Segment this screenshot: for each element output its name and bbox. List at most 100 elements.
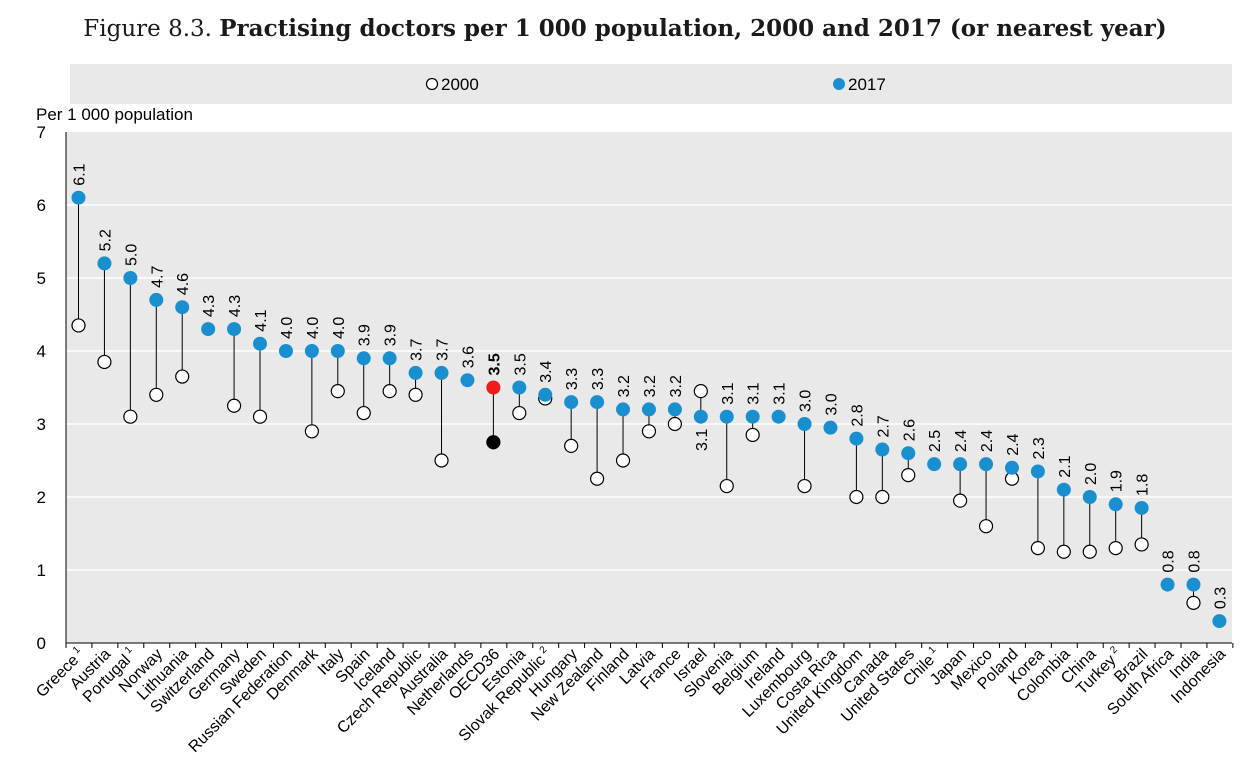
- value-label: 3.3: [564, 368, 581, 390]
- point-2017: [512, 380, 527, 395]
- point-2017: [304, 344, 319, 358]
- value-label: 2.4: [1005, 433, 1022, 455]
- point-2000: [615, 453, 631, 468]
- point-2000: [667, 416, 682, 432]
- point-2000: [641, 424, 657, 439]
- point-2017: [1030, 464, 1045, 479]
- point-2000: [797, 478, 812, 494]
- data-points: [71, 190, 1227, 629]
- value-label: 4.3: [201, 295, 218, 317]
- value-label: 1.9: [1109, 470, 1126, 492]
- point-2000: [175, 369, 190, 384]
- value-label: 3.0: [798, 390, 815, 412]
- value-label: 4.7: [149, 266, 166, 288]
- value-label: 3.2: [616, 375, 633, 397]
- point-2017: [667, 402, 682, 417]
- point-2017: [97, 256, 112, 271]
- value-label: 2.8: [849, 404, 866, 426]
- point-2017: [434, 365, 449, 380]
- value-label: 3.4: [538, 360, 555, 382]
- point-2017: [797, 417, 812, 431]
- point-2017: [953, 457, 968, 472]
- y-tick-label: 6: [37, 196, 46, 215]
- point-2017: [719, 409, 734, 424]
- point-2000: [901, 468, 916, 483]
- point-2017: [590, 395, 605, 410]
- point-2000: [252, 409, 268, 424]
- y-tick-label: 1: [37, 561, 46, 580]
- point-2000: [1082, 544, 1097, 559]
- value-label: 5.2: [97, 229, 114, 251]
- value-label: 5.0: [123, 244, 140, 266]
- point-2000: [719, 478, 734, 494]
- point-2017: [356, 351, 371, 366]
- point-2017: [927, 457, 942, 472]
- point-2000: [408, 387, 423, 402]
- value-label: 2.4: [979, 430, 996, 452]
- value-label: 2.7: [875, 415, 892, 437]
- legend-2000-marker: [425, 77, 439, 91]
- point-2017: [460, 373, 475, 388]
- point-2017: [123, 271, 138, 285]
- point-2000: [875, 489, 890, 505]
- point-2000: [226, 398, 242, 413]
- value-label: 2.1: [1057, 455, 1074, 477]
- y-tick-label: 0: [37, 634, 46, 653]
- point-2017: [1134, 500, 1149, 515]
- value-label: 2.3: [1031, 437, 1048, 459]
- value-label: 3.2: [668, 375, 685, 397]
- point-2017: [823, 420, 838, 435]
- point-2000: [330, 384, 345, 399]
- point-2000: [953, 493, 968, 508]
- legend-box: [70, 64, 1232, 104]
- value-label: 3.6: [460, 346, 477, 368]
- value-label: 3.2: [642, 375, 659, 397]
- point-2000: [123, 409, 138, 424]
- point-2000: [356, 405, 371, 421]
- point-2000: [486, 435, 501, 450]
- value-label: 2.5: [927, 430, 944, 452]
- point-2017: [278, 344, 293, 358]
- point-2000: [304, 424, 319, 439]
- point-2017: [693, 409, 708, 424]
- point-2000: [849, 489, 864, 505]
- point-2017: [616, 402, 631, 417]
- point-2000: [434, 453, 449, 468]
- y-axis-unit-label: Per 1 000 population: [36, 105, 193, 124]
- y-axis: 0 1 2 3 4 5 6 7: [37, 123, 1232, 653]
- point-2000: [745, 427, 760, 443]
- y-tick-label: 3: [37, 415, 46, 434]
- point-2017: [408, 365, 423, 380]
- point-2017: [1186, 577, 1201, 592]
- point-2000: [149, 387, 164, 402]
- value-label: 4.0: [305, 317, 322, 339]
- value-label: 3.5: [512, 353, 529, 375]
- value-label: 3.9: [357, 324, 374, 346]
- value-label: 3.7: [435, 339, 452, 361]
- value-label: 3.1: [772, 382, 789, 404]
- point-2000: [512, 405, 527, 421]
- point-2017: [745, 409, 760, 424]
- value-label: 0.8: [1161, 550, 1178, 572]
- point-2017: [175, 300, 190, 315]
- value-labels: 6.1 5.2 5.0 4.7 4.6 4.3 4.3 4.1 4.0 4.0 4.0 3.9 3.9 3…: [72, 163, 1230, 609]
- title-prefix: Figure 8.3.: [83, 16, 212, 42]
- point-2017: [1108, 497, 1123, 512]
- title-main: Practising doctors per 1 000 population,…: [219, 15, 1166, 42]
- point-2017: [1082, 490, 1097, 504]
- value-label: 4.3: [227, 295, 244, 317]
- point-2017: [979, 457, 994, 472]
- legend-2017-label: 2017: [848, 75, 886, 94]
- point-2000: [1134, 537, 1149, 552]
- point-2017: [486, 380, 501, 395]
- x-axis-ticks: [65, 643, 1234, 648]
- point-2017: [641, 402, 656, 417]
- point-2017: [1056, 482, 1071, 497]
- point-2017: [330, 344, 345, 358]
- point-2017: [564, 395, 579, 410]
- point-2017: [71, 190, 86, 205]
- value-label: 4.0: [331, 317, 348, 339]
- legend: 2000 2017: [425, 75, 886, 94]
- value-label: 3.9: [383, 324, 400, 346]
